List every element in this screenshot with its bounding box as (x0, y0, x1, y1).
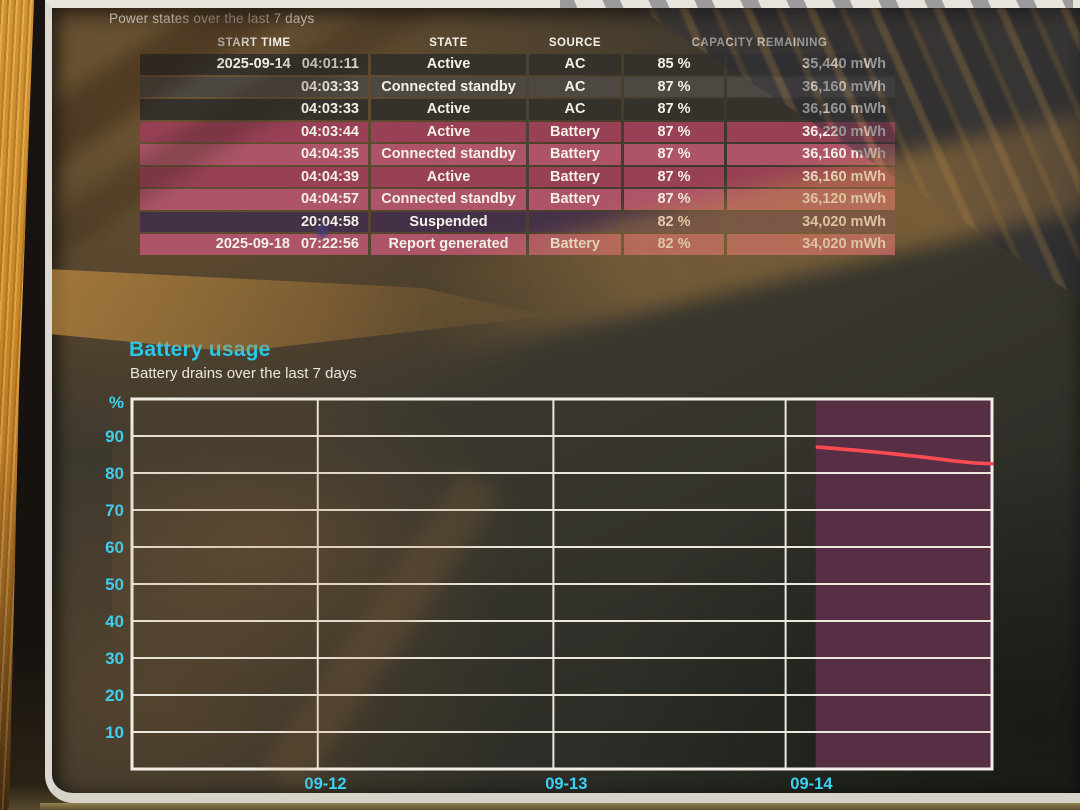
cell-start-time: 04:04:39 (140, 166, 368, 187)
table-row: 04:03:33 Connected standby AC 87 % 36,160 mW… (140, 76, 895, 97)
x-axis-tick-label: 09-14 (790, 775, 833, 793)
cell-state: Active (371, 99, 526, 120)
y-axis-tick-label: 70 (105, 501, 124, 520)
battery-usage-heading: Battery usage (129, 338, 271, 361)
cell-capacity-mwh: 36,160 mWh (727, 76, 895, 97)
x-axis-tick-label: 09-12 (304, 775, 346, 793)
start-date: 2025-09-18 (215, 236, 290, 253)
cell-state: Active (371, 121, 526, 142)
start-clock: 04:04:39 (300, 168, 359, 185)
start-clock: 04:04:35 (300, 146, 359, 163)
cell-state: Connected standby (371, 76, 526, 97)
cell-start-time: 20:04:58 (140, 211, 368, 232)
y-axis-tick-label: 90 (105, 427, 124, 446)
cell-state: Connected standby (371, 189, 526, 210)
column-header-source: SOURCE (548, 37, 602, 49)
y-axis-tick-label: 30 (105, 649, 124, 668)
cell-start-time: 04:03:33 (140, 99, 368, 120)
table-row: 04:03:33 Active AC 87 % 36,160 mWh (140, 99, 895, 120)
cell-start-time: 2025-09-18 07:22:56 (140, 234, 368, 255)
bezel-reflection-stripes (560, 0, 1073, 8)
y-axis-tick-label: 60 (105, 538, 124, 557)
table-row: 20:04:58 Suspended 82 % 34,020 mWh (140, 211, 895, 232)
start-clock: 04:03:44 (300, 123, 359, 140)
table-row: 04:04:57 Connected standby Battery 87 % 36,1… (140, 189, 895, 210)
cell-capacity-percent: 87 % (624, 121, 724, 142)
cell-capacity-percent: 87 % (624, 99, 724, 120)
cell-capacity-mwh: 34,020 mWh (727, 211, 895, 232)
start-clock: 20:04:58 (300, 213, 359, 230)
cell-capacity-percent: 87 % (624, 76, 724, 97)
cell-source: Battery (529, 121, 621, 142)
y-axis-tick-label: 10 (105, 723, 124, 742)
y-axis-unit-label: % (109, 393, 124, 412)
cell-source: Battery (529, 234, 621, 255)
cell-capacity-mwh: 35,440 mWh (727, 54, 895, 75)
column-header-start-time: START TIME (217, 37, 291, 49)
start-date: 2025-09-14 (216, 56, 291, 73)
y-axis-tick-label: 80 (105, 464, 124, 483)
cell-start-time: 04:04:35 (140, 144, 368, 165)
cell-capacity-mwh: 36,160 mWh (727, 166, 895, 187)
cell-source: Battery (529, 144, 621, 165)
cell-capacity-mwh: 36,160 mWh (727, 144, 895, 165)
start-clock: 07:22:56 (300, 236, 359, 253)
start-clock: 04:03:33 (300, 78, 359, 95)
laptop-screen: Power states over the last 7 days START … (45, 0, 1080, 803)
cell-start-time: 2025-09-14 04:01:11 (140, 54, 368, 75)
cell-source: AC (529, 99, 621, 120)
cell-source: AC (529, 76, 621, 97)
cell-state: Connected standby (371, 144, 526, 165)
start-clock: 04:01:11 (301, 56, 359, 73)
cell-start-time: 04:04:57 (140, 189, 368, 210)
table-row: 2025-09-14 04:01:11 Active AC 85 % 35,440 mWh (140, 54, 895, 75)
cell-capacity-percent: 82 % (624, 234, 724, 255)
cell-capacity-percent: 82 % (624, 211, 724, 232)
cell-source: AC (529, 54, 621, 75)
start-clock: 04:03:33 (300, 101, 359, 118)
table-row: 04:04:35 Connected standby Battery 87 % 36,1… (140, 144, 895, 165)
glare-highlight-wedge (52, 268, 548, 352)
cell-state: Active (371, 166, 526, 187)
power-states-table: START TIME STATE SOURCE CAPACITY REMAINI… (137, 33, 898, 257)
y-axis-tick-label: 50 (105, 575, 124, 594)
table-row: 04:03:44 Active Battery 87 % 36,220 mWh (140, 121, 895, 142)
cell-capacity-percent: 85 % (624, 54, 724, 75)
cell-start-time: 04:03:33 (140, 76, 368, 97)
battery-usage-subtitle: Battery drains over the last 7 days (130, 365, 357, 382)
table-row: 2025-09-18 07:22:56 Report generated Batter… (140, 234, 895, 255)
cell-capacity-percent: 87 % (624, 144, 724, 165)
start-clock: 04:04:57 (300, 191, 359, 208)
table-header-row: START TIME STATE SOURCE CAPACITY REMAINI… (140, 35, 895, 52)
cell-capacity-mwh: 34,020 mWh (727, 234, 895, 255)
chart-border (130, 397, 994, 771)
report-section-title: Power states over the last 7 days (109, 11, 315, 26)
cell-capacity-mwh: 36,160 mWh (727, 99, 895, 120)
cell-state: Suspended (371, 211, 526, 232)
column-header-state: STATE (429, 37, 468, 49)
cell-capacity-percent: 87 % (624, 166, 724, 187)
cell-capacity-percent: 87 % (624, 189, 724, 210)
chart-drain-line (815, 445, 994, 466)
cell-capacity-mwh: 36,220 mWh (727, 121, 895, 142)
cell-capacity-mwh: 36,120 mWh (727, 189, 895, 210)
y-axis-tick-label: 40 (105, 612, 124, 631)
cell-start-time: 04:03:44 (140, 121, 368, 142)
y-axis-tick-label: 20 (105, 686, 124, 705)
cell-source (529, 211, 621, 232)
cell-source: Battery (529, 189, 621, 210)
battery-usage-chart: % 90 80 70 60 50 40 30 20 10 09-12 09-13 09-14 (105, 393, 994, 793)
x-axis-tick-label: 09-13 (545, 775, 587, 793)
table-row: 04:04:39 Active Battery 87 % 36,160 mWh (140, 166, 895, 187)
column-header-capacity-remaining: CAPACITY REMAINING (691, 37, 828, 49)
desk-reflection (40, 803, 1080, 810)
cell-state: Active (371, 54, 526, 75)
cell-state: Report generated (371, 234, 526, 255)
cell-source: Battery (529, 166, 621, 187)
